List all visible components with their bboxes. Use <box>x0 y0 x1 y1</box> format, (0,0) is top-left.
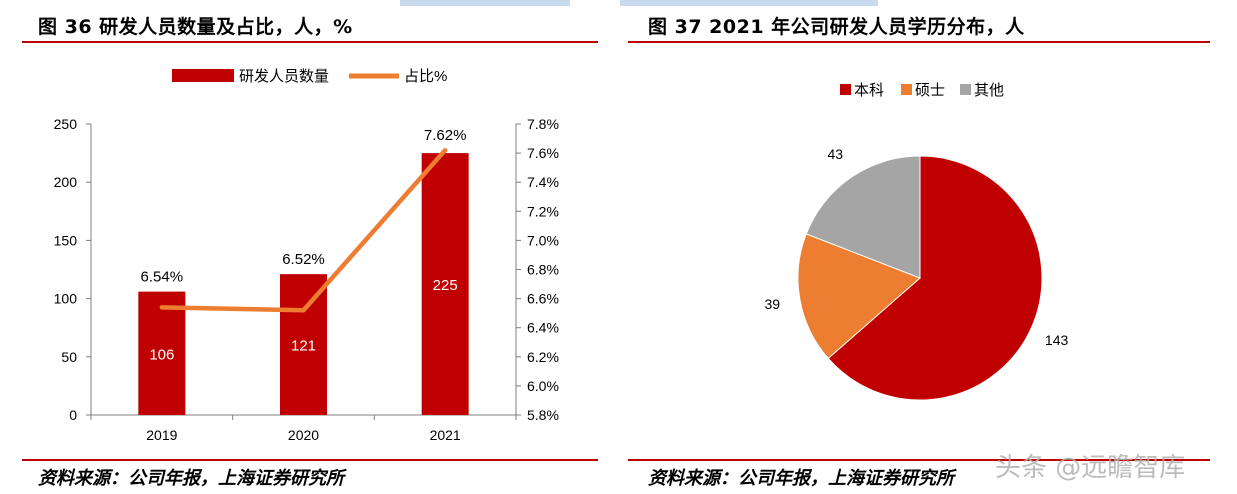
x-ticks: 2019 2020 2021 <box>90 415 517 443</box>
right-tick-label: 6.2% <box>527 349 559 365</box>
pie-legend-swatch <box>901 84 912 95</box>
title-rule <box>22 41 598 43</box>
right-tick-label: 7.2% <box>527 203 559 219</box>
pie-legend-swatch <box>960 84 971 95</box>
pie-legend-label: 硕士 <box>915 82 945 99</box>
figure-37-title: 图 37 2021 年公司研发人员学历分布，人 <box>648 16 1025 38</box>
figure-37-panel: 图 37 2021 年公司研发人员学历分布，人 本科 硕士 其他 143 39 43 资… <box>620 0 1237 494</box>
top-strip-right <box>620 0 878 6</box>
right-tick-label: 6.4% <box>527 320 559 336</box>
right-tick-label: 5.8% <box>527 407 559 423</box>
ratio-value-label: 7.62% <box>424 127 467 144</box>
legend-bar-label: 研发人员数量 <box>239 68 329 85</box>
figure-36-source: 资料来源：公司年报，上海证券研究所 <box>38 468 344 489</box>
left-y-ticks: 0 50 100 150 200 250 <box>54 116 91 423</box>
pie-slices <box>797 155 1043 401</box>
source-rule-right <box>628 459 1210 461</box>
legend-bar-swatch <box>172 69 234 82</box>
right-tick-label: 6.8% <box>527 262 559 278</box>
ratio-line: 6.54% 6.52% 7.62% <box>141 127 467 313</box>
title-rule-right <box>628 41 1210 43</box>
bar-line-chart: 研发人员数量 占比% 0 50 100 150 200 250 5.8% 6.0% 6.2% 6… <box>54 68 559 443</box>
x-tick-label: 2020 <box>288 427 319 443</box>
bar <box>138 291 186 415</box>
figure-36-title: 图 36 研发人员数量及占比，人，% <box>38 16 353 38</box>
pie-value-label: 143 <box>1045 332 1069 348</box>
right-tick-label: 7.8% <box>527 116 559 132</box>
right-tick-label: 6.0% <box>527 378 559 394</box>
right-tick-label: 7.6% <box>527 145 559 161</box>
left-tick-label: 0 <box>69 407 77 423</box>
right-tick-label: 7.4% <box>527 174 559 190</box>
bar-value-label: 225 <box>433 277 458 294</box>
pie-chart: 本科 硕士 其他 143 39 43 <box>764 82 1068 401</box>
right-tick-label: 7.0% <box>527 232 559 248</box>
figure-36-panel: 图 36 研发人员数量及占比，人，% 研发人员数量 占比% 0 50 100 150 2… <box>0 0 610 494</box>
pie-slice <box>805 155 921 279</box>
pie-legend-label: 本科 <box>854 82 884 99</box>
pie-slice <box>827 155 1043 401</box>
x-tick-label: 2019 <box>146 427 177 443</box>
source-rule <box>22 459 598 461</box>
left-tick-label: 150 <box>54 232 78 248</box>
ratio-value-label: 6.52% <box>282 251 325 268</box>
pie-legend-label: 其他 <box>974 82 1004 99</box>
pie-legend: 本科 硕士 其他 <box>840 82 1004 99</box>
bar <box>421 153 469 415</box>
pie-value-label: 39 <box>764 296 780 312</box>
figure-37-source: 资料来源：公司年报，上海证券研究所 <box>648 468 954 489</box>
pie-labels: 143 39 43 <box>764 146 1068 348</box>
bar <box>280 274 327 415</box>
left-tick-label: 50 <box>61 349 77 365</box>
bar-value-label: 121 <box>291 338 316 355</box>
x-tick-label: 2021 <box>430 427 461 443</box>
left-tick-label: 100 <box>54 291 78 307</box>
left-tick-label: 200 <box>54 174 78 190</box>
right-y-ticks: 5.8% 6.0% 6.2% 6.4% 6.6% 6.8% 7.0% 7.2% 7.4% 7.6%… <box>516 116 559 423</box>
left-tick-label: 250 <box>54 116 78 132</box>
ratio-line-path <box>159 147 448 313</box>
right-tick-label: 6.6% <box>527 291 559 307</box>
legend-line-label: 占比% <box>404 68 447 85</box>
pie-slice <box>797 233 921 360</box>
top-strip <box>400 0 570 6</box>
bars: 106 121 225 <box>138 153 469 415</box>
watermark: 头条 @远瞻智库 <box>995 453 1186 483</box>
pie-value-label: 43 <box>827 146 843 162</box>
pie-legend-swatch <box>840 84 851 95</box>
bar-value-label: 106 <box>149 346 174 363</box>
ratio-value-label: 6.54% <box>141 269 184 286</box>
